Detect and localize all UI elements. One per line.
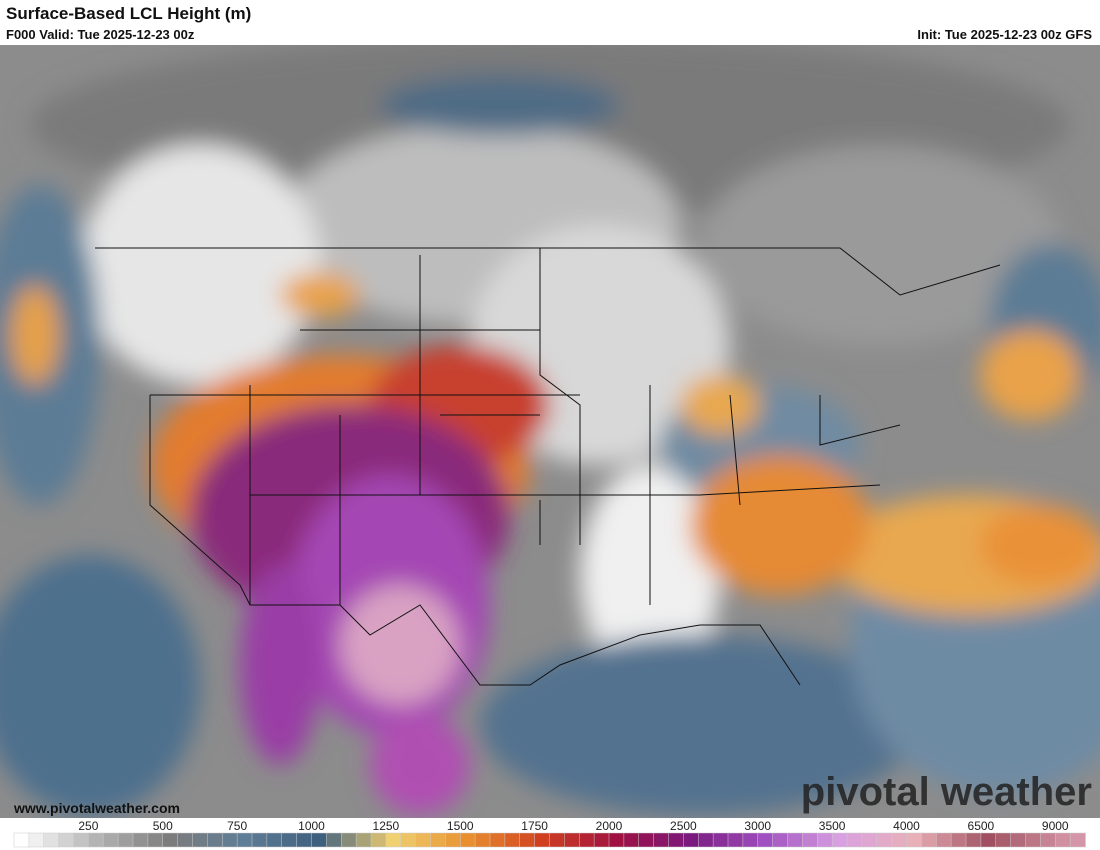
colorbar-swatch [683,832,699,848]
colorbar-swatch [460,832,476,848]
colorbar-swatch [341,832,357,848]
colorbar-tick-label: 500 [153,819,173,833]
colorbar-swatch [132,832,149,848]
field-shading [0,45,1100,815]
colorbar-swatch [222,832,238,848]
colorbar: 250 500 750 1000 1250 1500 1750 2000 2500 3000 350… [13,819,1086,848]
colorbar-swatch [311,832,328,848]
colorbar-swatch [712,832,729,848]
colorbar-swatch [638,832,655,848]
watermark-url: www.pivotalweather.com [13,800,180,816]
colorbar-tick-label: 9000 [1042,819,1069,833]
colorbar-swatch [88,832,104,848]
colorbar-swatch [802,832,818,848]
colorbar-swatch [980,832,997,848]
colorbar-swatch [117,832,134,848]
colorbar-tick-label: 4000 [893,819,920,833]
colorbar-swatch [296,832,313,848]
colorbar-swatch [355,832,372,848]
colorbar-swatch [28,832,45,848]
colorbar-swatch [192,832,209,848]
watermark-brand: pivotal weather [801,770,1092,814]
colorbar-swatch [385,832,402,848]
colorbar-swatch [58,832,75,848]
colorbar-swatch [742,832,759,848]
colorbar-swatch [445,832,461,848]
colorbar-swatch [861,832,878,848]
colorbar-tick-label: 2500 [670,819,697,833]
colorbar-swatch [950,832,967,848]
colorbar-swatch [579,832,595,848]
colorbar-swatch [1010,832,1027,848]
colorbar-swatch [207,832,223,848]
colorbar-swatch [177,832,194,848]
colorbar-swatch [534,832,551,848]
colorbar-swatch [846,832,863,848]
colorbar-swatch [489,832,506,848]
colorbar-swatch [147,832,164,848]
colorbar-tick-label: 250 [78,819,98,833]
colorbar-swatch [43,832,60,848]
colorbar-swatch [653,832,670,848]
colorbar-swatch [251,832,268,848]
colorbar-tick-label: 1500 [447,819,474,833]
colorbar-swatch [1055,832,1071,848]
colorbar-tick-label: 3000 [744,819,771,833]
colorbar-swatch [876,832,893,848]
colorbar-swatch [73,832,90,848]
colorbar-swatch [474,832,491,848]
colorbar-tick-label: 1750 [521,819,548,833]
colorbar-swatch [995,832,1012,848]
colorbar-swatch [936,832,952,848]
colorbar-swatch [326,832,342,848]
colorbar-swatch [103,832,119,848]
colorbar-swatch [549,832,566,848]
colorbar-tick-label: 6500 [968,819,995,833]
colorbar-swatch [965,832,982,848]
colorbar-swatch [608,832,625,848]
colorbar-swatch [519,832,536,848]
colorbar-swatch [906,832,923,848]
colorbar-swatch [281,832,298,848]
colorbar-swatch [430,832,447,848]
colorbar-swatch [727,832,744,848]
colorbar-swatch [668,832,685,848]
colorbar-swatch [1069,832,1086,848]
colorbar-swatch [772,832,789,848]
colorbar-swatch [504,832,521,848]
colorbar-swatch [13,832,30,848]
colorbar-tick-label: 1000 [298,819,325,833]
colorbar-swatch [623,832,640,848]
colorbar-tick-label: 1250 [373,819,400,833]
colorbar-swatch [236,832,253,848]
colorbar-tick-label: 750 [227,819,247,833]
borders [95,247,1001,686]
colorbar-swatch [370,832,387,848]
colorbar-swatch [787,832,804,848]
weather-map: www.pivotalweather.com pivotal weather [0,45,1100,818]
colorbar-swatch [266,832,283,848]
valid-time: F000 Valid: Tue 2025-12-23 00z [6,27,195,42]
map-title: Surface-Based LCL Height (m) [6,4,252,23]
colorbar-swatch [817,832,833,848]
colorbar-swatch [415,832,432,848]
colorbar-swatch [831,832,848,848]
colorbar-tick-label: 2000 [596,819,623,833]
colorbar-swatch [891,832,908,848]
colorbar-swatch [564,832,580,848]
colorbar-swatch [757,832,774,848]
init-time: Init: Tue 2025-12-23 00z GFS [917,27,1092,42]
colorbar-tick-label: 3500 [819,819,846,833]
colorbar-swatch [698,832,714,848]
colorbar-swatch [1040,832,1056,848]
colorbar-swatch [921,832,937,848]
colorbar-swatch [162,832,179,848]
colorbar-swatch [1025,832,1042,848]
colorbar-swatch [400,832,417,848]
colorbar-swatch [593,832,610,848]
